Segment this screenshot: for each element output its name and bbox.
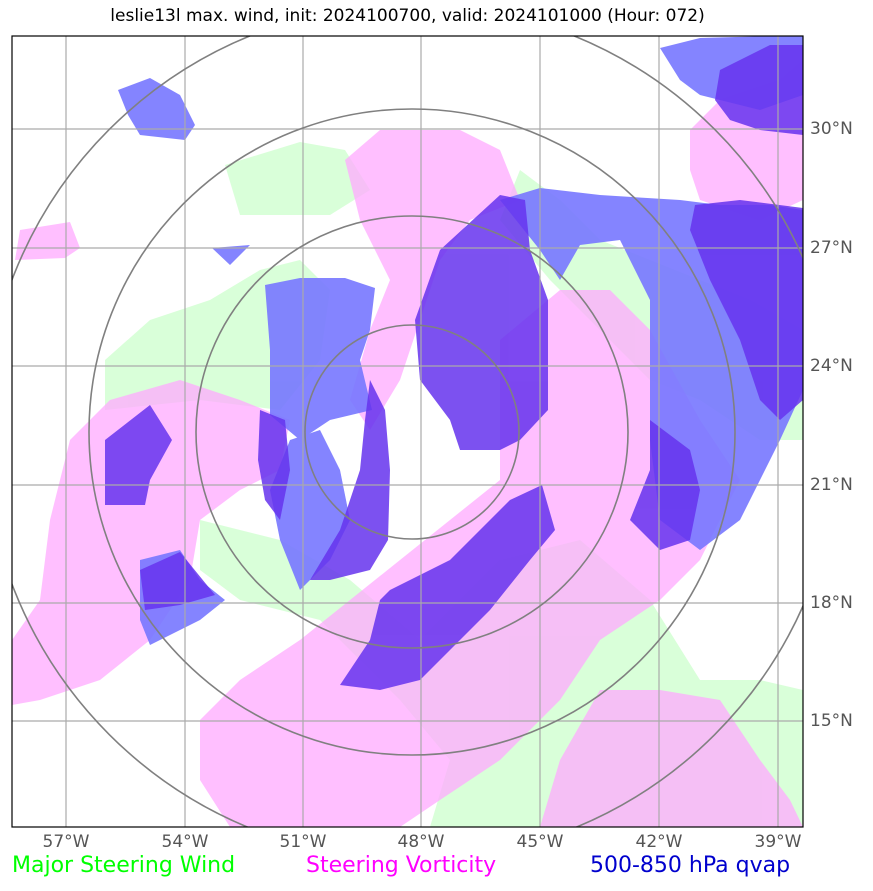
- graticule: [12, 36, 803, 827]
- lon-label-42w: 42°W: [635, 832, 683, 852]
- range-rings: [12, 36, 803, 827]
- lat-label-21n: 21°N: [810, 475, 853, 495]
- lat-label-24n: 24°N: [810, 356, 853, 376]
- map-title: leslie13l max. wind, init: 2024100700, v…: [110, 6, 705, 26]
- plot-frame: [11, 35, 804, 828]
- legend-steering-vorticity: Steering Vorticity: [306, 853, 497, 878]
- legend-steering-wind: Major Steering Wind: [12, 853, 236, 878]
- lon-label-54w: 54°W: [161, 832, 209, 852]
- lat-label-27n: 27°N: [810, 238, 853, 258]
- lon-label-48w: 48°W: [397, 832, 445, 852]
- lat-label-18n: 18°N: [810, 593, 853, 613]
- legend-qvap: 500-850 hPa qvap: [590, 853, 791, 878]
- lon-label-51w: 51°W: [279, 832, 327, 852]
- lat-label-30n: 30°N: [810, 119, 853, 139]
- lon-label-39w: 39°W: [754, 832, 802, 852]
- lon-label-45w: 45°W: [516, 832, 564, 852]
- lat-label-15n: 15°N: [810, 711, 853, 731]
- lon-label-57w: 57°W: [42, 832, 90, 852]
- qvap-layer-dark: [105, 45, 803, 690]
